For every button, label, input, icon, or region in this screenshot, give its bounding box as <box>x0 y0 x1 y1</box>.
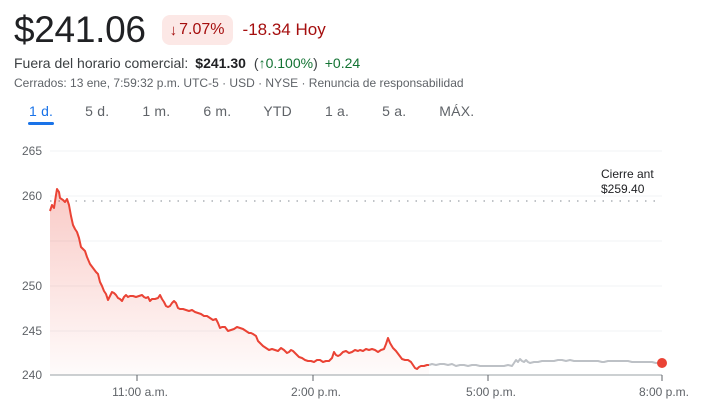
tab-1m[interactable]: 1 m. <box>142 103 171 119</box>
price-chart[interactable]: 265 260 250 245 240 11:00 a.m. 2:00 p.m.… <box>0 140 702 416</box>
prev-close-annotation: Cierre ant $259.40 <box>601 167 654 197</box>
regular-session-line <box>49 188 429 370</box>
svg-text:240: 240 <box>22 368 42 382</box>
after-hours-label: Fuera del horario comercial: <box>14 55 189 71</box>
tab-6m[interactable]: 6 m. <box>203 103 232 119</box>
tab-1y[interactable]: 1 a. <box>324 103 350 119</box>
svg-text:11:00 a.m.: 11:00 a.m. <box>112 385 168 399</box>
tab-max[interactable]: MÁX. <box>439 103 475 119</box>
market-meta: Cerrados: 13 ene, 7:59:32 p.m. UTC-5 · U… <box>14 76 464 90</box>
current-price: $241.06 <box>14 9 146 50</box>
y-axis-labels: 265 260 250 245 240 <box>22 144 42 382</box>
tab-5d[interactable]: 5 d. <box>85 103 110 119</box>
svg-text:265: 265 <box>22 144 42 158</box>
change-percent-badge: ↓ 7.07% <box>161 15 233 45</box>
price-area-fill <box>50 189 429 375</box>
x-axis: 11:00 a.m. 2:00 p.m. 5:00 p.m. 8:00 p.m. <box>50 374 689 399</box>
after-hours-row: Fuera del horario comercial: $241.30 (↑0… <box>14 55 360 71</box>
after-hours-price: $241.30 <box>195 55 246 71</box>
svg-text:8:00 p.m.: 8:00 p.m. <box>639 385 689 399</box>
prev-close-value: $259.40 <box>601 182 645 196</box>
tab-ytd[interactable]: YTD <box>263 103 292 119</box>
svg-text:260: 260 <box>22 189 42 203</box>
arrow-up-icon: ↑ <box>258 55 266 71</box>
last-price-dot <box>657 358 667 368</box>
prev-close-label: Cierre ant <box>601 167 654 181</box>
svg-text:2:00 p.m.: 2:00 p.m. <box>291 385 341 399</box>
svg-text:245: 245 <box>22 324 42 338</box>
change-percent: 7.07% <box>179 21 225 38</box>
range-tabs: 1 d. 5 d. 1 m. 6 m. YTD 1 a. 5 a. MÁX. <box>18 101 474 125</box>
change-absolute: -18.34 Hoy <box>242 20 326 39</box>
after-hours-percent: (↑0.100%) <box>253 55 318 71</box>
tab-1d[interactable]: 1 d. <box>27 101 55 125</box>
tab-5y[interactable]: 5 a. <box>382 103 407 119</box>
svg-text:250: 250 <box>22 279 42 293</box>
arrow-down-icon: ↓ <box>169 21 178 39</box>
svg-text:5:00 p.m.: 5:00 p.m. <box>466 385 516 399</box>
after-hours-change: +0.24 <box>324 55 361 71</box>
quote-header: $241.06 ↓ 7.07% -18.34 Hoy <box>14 8 326 52</box>
after-hours-line <box>428 358 662 367</box>
